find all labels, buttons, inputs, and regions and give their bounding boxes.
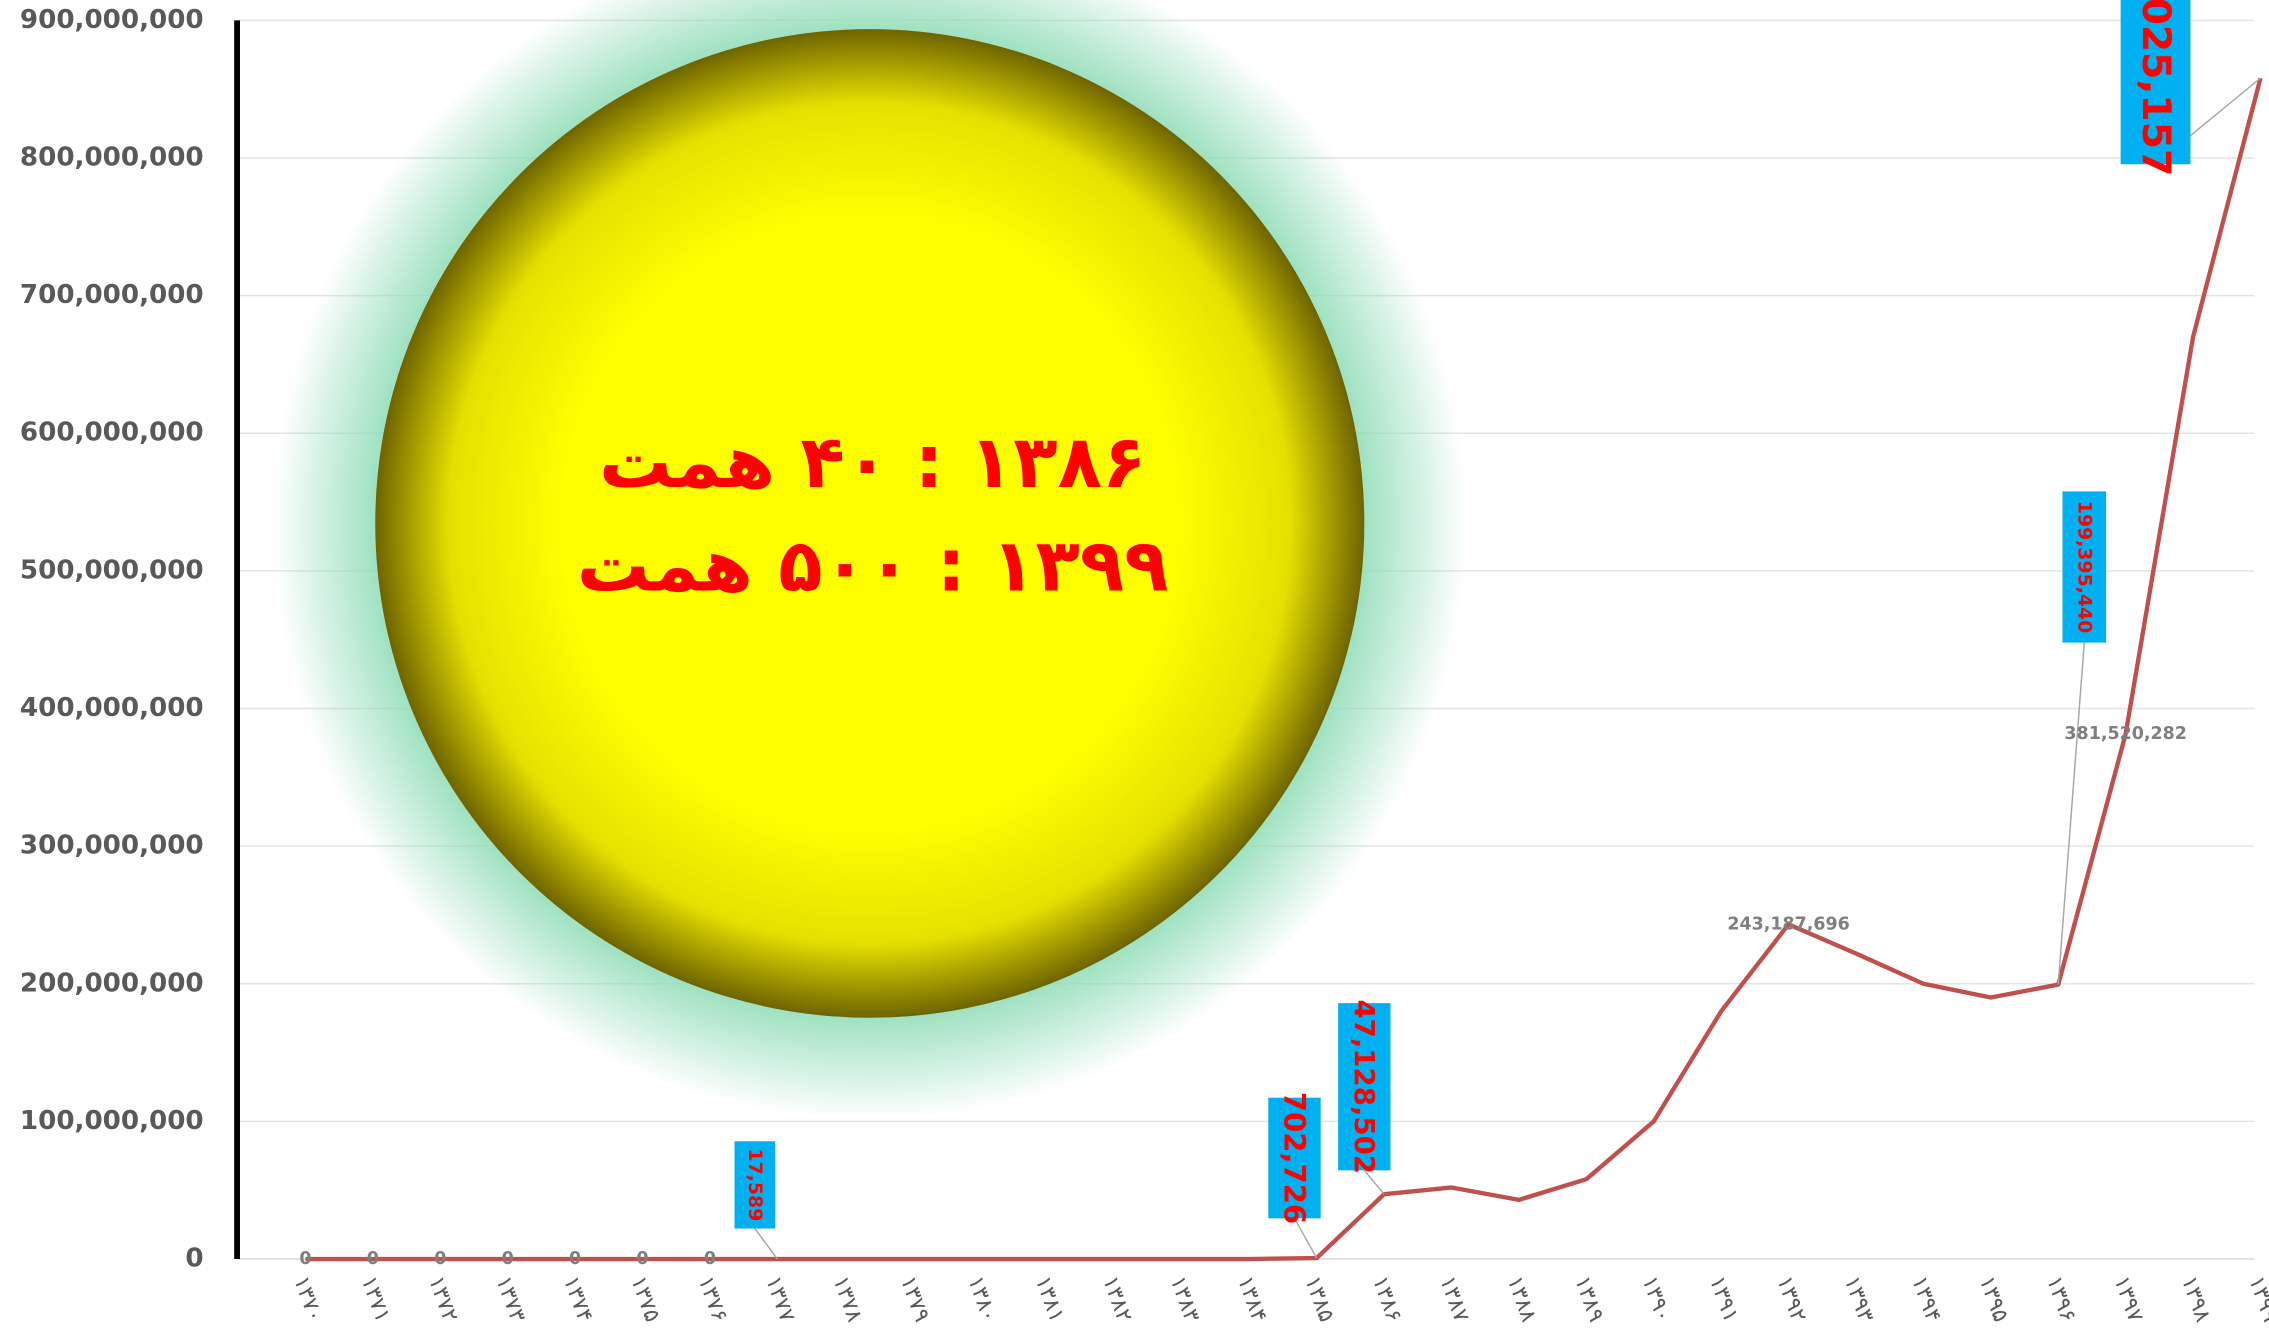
data-label: 0 [434, 1249, 446, 1269]
y-tick-label: 600,000,000 [20, 418, 204, 448]
leader-line [754, 1228, 778, 1260]
x-tick-label: ۱۳۹۵ [1974, 1273, 2014, 1326]
line [305, 77, 2263, 1262]
label-box [1268, 1097, 1321, 1219]
x-tick-label: ۱۳۹۴ [1906, 1273, 1946, 1326]
x-tick-label: ۱۳۸۰ [962, 1273, 1002, 1326]
leader-line [2057, 642, 2086, 985]
data-label: 0 [569, 1249, 581, 1269]
label-box [2062, 491, 2107, 643]
leader-line [1363, 1169, 1385, 1195]
leader-line [1293, 1217, 1318, 1259]
x-tick-label: ۱۳۸۶ [1367, 1273, 1407, 1326]
x-tick-label: ۱۳۸۵ [1299, 1273, 1339, 1326]
annotation: ۱۳۸۶ : ۴۰ همت [599, 421, 1146, 505]
label-box [734, 1141, 776, 1229]
y-tick-label: 800,000,000 [20, 142, 204, 172]
data-label: 702,726 [1277, 1092, 1311, 1224]
x-tick-label: ۱۳۸۲ [1097, 1273, 1137, 1326]
x-tick-label: ۱۳۷۳ [490, 1273, 530, 1326]
annotation: ۱۳۹۹ : ۵۰۰ همت [577, 524, 1169, 608]
x-tick-label: ۱۳۷۲ [423, 1273, 463, 1326]
x-tick-label: ۱۳۸۴ [1232, 1273, 1272, 1326]
data-label: 243,187,696 [1727, 914, 1849, 934]
data-label: 0 [299, 1249, 311, 1269]
data-label: 17,589 [744, 1148, 766, 1221]
y-tick-label: 200,000,000 [20, 968, 204, 998]
x-tick-label: ۱۳۸۸ [1502, 1273, 1542, 1326]
x-tick-label: ۱۳۷۶ [693, 1273, 733, 1326]
x-tick-label: ۱۳۹۶ [2041, 1273, 2081, 1326]
x-tick-label: ۱۳۸۱ [1030, 1273, 1070, 1326]
sun-circle [375, 29, 1365, 1018]
data-label: 0 [367, 1249, 379, 1269]
x-tick-label: ۱۳۹۰ [1636, 1273, 1676, 1326]
y-tick-label: 700,000,000 [20, 280, 204, 310]
x-tick-label: ۱۳۹۹ [2243, 1273, 2269, 1326]
y-tick-label: 400,000,000 [20, 693, 204, 723]
data-label: 47,128,502 [1348, 999, 1381, 1174]
y-tick-label: 500,000,000 [20, 555, 204, 585]
x-tick-label: ۱۳۸۹ [1569, 1273, 1609, 1326]
y-tick-label: 100,000,000 [20, 1106, 204, 1136]
x-tick-label: ۱۳۷۹ [895, 1273, 935, 1326]
y-tick-label: 0 [185, 1244, 203, 1274]
data-label: 0 [502, 1249, 514, 1269]
y-tick-label: 900,000,000 [20, 5, 204, 35]
x-tick-label: ۱۳۷۵ [625, 1273, 665, 1326]
x-tick-label: ۱۳۷۸ [827, 1273, 867, 1326]
data-label: 381,520,282 [2064, 724, 2186, 744]
x-tick-label: ۱۳۹۷ [2108, 1273, 2148, 1326]
x-tick-label: ۱۳۷۰ [288, 1273, 328, 1326]
x-tick-label: ۱۳۹۸ [2176, 1273, 2216, 1326]
x-tick-label: ۱۳۸۳ [1165, 1273, 1205, 1326]
x-tick-label: ۱۳۷۷ [760, 1273, 800, 1326]
data-label: 858,025,157 [2133, 0, 2178, 176]
x-tick-label: ۱۳۷۱ [356, 1273, 396, 1326]
x-tick-label: ۱۳۸۷ [1434, 1273, 1474, 1326]
x-tick-label: ۱۳۷۴ [558, 1273, 598, 1326]
data-label: 0 [636, 1249, 648, 1269]
label-box [1338, 1003, 1391, 1171]
x-tick-label: ۱۳۹۱ [1704, 1273, 1744, 1326]
label-box [2120, 0, 2191, 165]
data-label: 0 [704, 1249, 716, 1269]
x-tick-label: ۱۳۹۲ [1771, 1273, 1811, 1326]
data-label: 199,395,440 [2073, 501, 2095, 634]
y-tick-label: 300,000,000 [20, 831, 204, 861]
x-tick-label: ۱۳۹۳ [1839, 1273, 1879, 1326]
